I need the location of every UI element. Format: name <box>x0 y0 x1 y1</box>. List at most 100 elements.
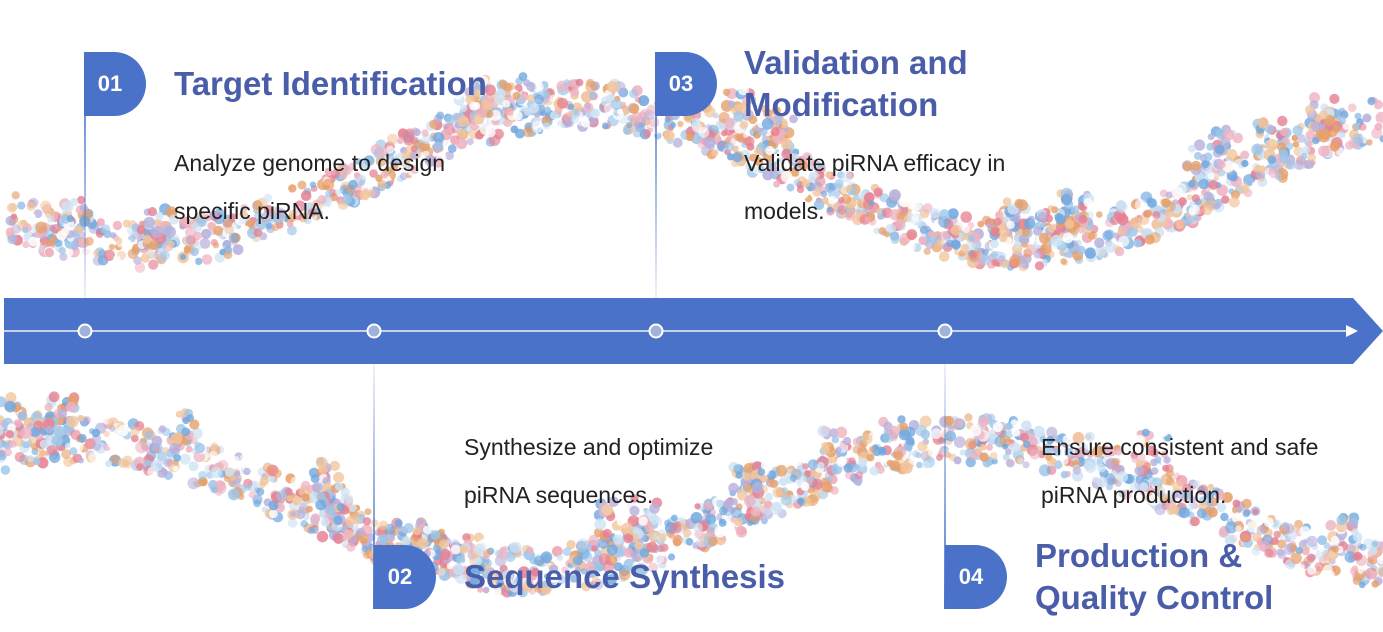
bead <box>189 419 200 430</box>
bead <box>919 225 928 234</box>
step-description: Analyze genome to design specific piRNA. <box>174 139 445 235</box>
bead <box>172 465 179 472</box>
bead <box>1277 539 1287 549</box>
rna-strand-bottom <box>0 391 1383 598</box>
bead <box>673 538 682 547</box>
bead <box>232 456 240 464</box>
bead <box>467 567 476 576</box>
bead <box>1203 191 1214 201</box>
bead <box>923 247 931 255</box>
bead <box>4 400 17 413</box>
bead <box>821 481 833 493</box>
bead <box>115 237 123 245</box>
bead <box>781 148 792 160</box>
bead <box>813 199 825 211</box>
bead <box>776 161 785 170</box>
bead <box>540 551 553 564</box>
bead <box>1161 198 1171 208</box>
bead <box>945 430 956 442</box>
bead <box>677 120 684 128</box>
bead <box>749 153 758 162</box>
bead <box>964 413 973 422</box>
bead <box>1078 215 1088 224</box>
bead <box>436 111 445 120</box>
bead <box>999 226 1010 238</box>
bead <box>572 555 583 566</box>
bead <box>387 133 399 145</box>
bead <box>992 422 1004 433</box>
bead <box>1365 567 1378 580</box>
bead <box>108 440 116 449</box>
bead <box>606 574 617 585</box>
bead <box>403 163 411 171</box>
bead <box>325 505 336 516</box>
bead <box>858 458 868 468</box>
bead <box>153 219 161 226</box>
bead <box>1305 130 1315 140</box>
bead <box>1165 469 1175 478</box>
bead <box>320 517 330 527</box>
bead <box>66 401 77 413</box>
bead <box>465 94 475 105</box>
step-title: Sequence Synthesis <box>464 558 785 595</box>
bead <box>810 159 817 166</box>
bead <box>63 456 74 467</box>
bead <box>329 201 339 210</box>
bead <box>5 430 14 439</box>
bead <box>1084 460 1097 473</box>
bead <box>721 129 728 137</box>
bead <box>1055 437 1062 443</box>
bead <box>57 408 67 419</box>
bead <box>1009 254 1021 267</box>
bead <box>582 552 593 562</box>
bead <box>1267 155 1277 165</box>
bead <box>77 195 86 205</box>
bead <box>348 179 358 190</box>
bead <box>1013 240 1022 249</box>
bead <box>986 413 996 422</box>
bead <box>1033 250 1042 259</box>
bead <box>1193 151 1202 160</box>
bead <box>825 171 832 179</box>
bead <box>117 424 129 436</box>
bead <box>179 253 187 260</box>
bead <box>58 247 67 255</box>
bead <box>1251 546 1261 556</box>
bead <box>364 508 372 516</box>
bead <box>724 117 735 128</box>
bead <box>1046 436 1055 445</box>
bead <box>1096 211 1103 218</box>
bead <box>999 435 1012 448</box>
bead <box>979 452 989 462</box>
bead <box>1165 209 1174 219</box>
bead <box>1193 480 1201 488</box>
bead <box>1188 144 1196 153</box>
bead <box>253 228 263 237</box>
bead <box>599 572 609 582</box>
bead <box>276 208 287 218</box>
bead <box>953 417 964 429</box>
bead <box>78 457 85 464</box>
bead <box>416 517 424 525</box>
bead <box>1251 143 1264 156</box>
bead <box>845 185 853 192</box>
bead <box>1154 503 1166 516</box>
bead <box>554 125 562 133</box>
bead <box>197 217 207 227</box>
bead <box>232 244 244 256</box>
bead <box>310 513 321 524</box>
bead <box>534 115 541 123</box>
bead <box>1163 456 1171 464</box>
bead <box>234 214 246 226</box>
bead <box>50 223 61 234</box>
bead <box>1062 434 1074 446</box>
bead <box>1022 440 1031 448</box>
bead <box>261 210 273 223</box>
bead <box>1175 183 1187 195</box>
bead <box>17 411 28 421</box>
bead <box>1166 477 1175 486</box>
bead <box>493 128 504 140</box>
bead <box>422 525 432 535</box>
bead <box>911 214 919 222</box>
bead <box>26 201 36 211</box>
